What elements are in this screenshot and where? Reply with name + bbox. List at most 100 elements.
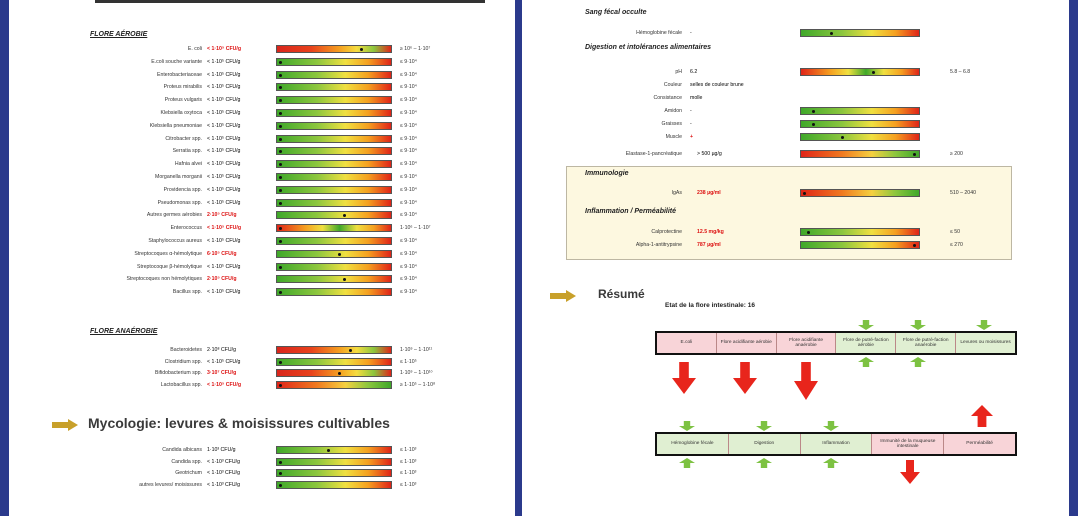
row-label: Amidon xyxy=(664,108,682,114)
flow-cell: Flore acidifiante anaérobie xyxy=(776,333,837,353)
range-marker xyxy=(279,73,282,77)
reference-range: ≤ 9·10⁴ xyxy=(400,276,417,283)
reference-range: 510 – 2040 xyxy=(950,190,976,196)
range-marker xyxy=(279,201,282,205)
reference-range: ≥ 1·10⁵ – 1·10⁸ xyxy=(400,381,436,388)
red-arrow-icon xyxy=(971,405,993,427)
range-marker xyxy=(279,291,282,295)
row-value: < 1·10⁵ CFU/g xyxy=(207,225,242,232)
range-marker xyxy=(812,123,815,126)
reference-range: ≤ 9·10⁴ xyxy=(400,84,417,91)
reference-range: ≤ 1·10⁵ xyxy=(400,358,417,365)
list-item: Bacteroidetes xyxy=(90,345,202,355)
row-value: - xyxy=(690,108,692,114)
range-marker xyxy=(338,252,341,256)
reference-range: ≤ 9·10⁴ xyxy=(400,148,417,155)
green-arrow-icon xyxy=(858,357,874,367)
reference-range: 1·10⁶ – 1·10⁷ xyxy=(400,225,431,232)
list-item: Geotrichum xyxy=(90,468,202,478)
green-arrow-icon xyxy=(823,421,839,431)
row-value: < 1·10⁵ CFU/g xyxy=(207,238,241,244)
range-bar xyxy=(276,173,392,181)
row-value: 2·10⁸ CFU/g xyxy=(207,347,236,353)
row-label: Lactobacillus spp. xyxy=(160,381,202,388)
row-label: Klebsiella oxytoca xyxy=(160,110,202,116)
green-arrow-icon xyxy=(679,458,695,468)
row-label: Streptocoque β-hémolytique xyxy=(137,263,202,270)
row-label: autres levures/ moisissures xyxy=(139,481,202,488)
flow-cell: Flore de putré-faction aérobie xyxy=(836,333,897,353)
range-marker xyxy=(279,137,282,141)
range-bar xyxy=(276,249,392,258)
range-marker xyxy=(841,136,844,139)
list-item: Muscle xyxy=(560,132,682,142)
row-value: < 1·10⁵ CFU/g xyxy=(207,46,242,52)
range-bar xyxy=(276,147,392,156)
range-bar xyxy=(800,189,920,197)
range-bar xyxy=(276,480,392,489)
row-value: < 1·10³ CFU/g xyxy=(207,481,241,488)
row-label: Elastase-1-pancréatique xyxy=(625,151,682,157)
range-marker xyxy=(279,483,282,487)
row-value: - xyxy=(690,30,692,36)
list-item: pH xyxy=(560,67,682,77)
row-label: Candida albicans xyxy=(162,447,202,453)
reference-range: ≤ 9·10⁴ xyxy=(400,110,417,116)
row-value: 787 µg/ml xyxy=(697,242,721,248)
reference-range: ≤ 9·10⁴ xyxy=(400,161,417,168)
row-label: Proteus vulgaris xyxy=(164,97,202,104)
row-value: > 500 µg/g xyxy=(697,151,722,157)
range-bar xyxy=(276,237,392,245)
range-bar xyxy=(276,83,392,92)
row-label: IgAs xyxy=(671,190,682,196)
row-value: < 1·10⁵ CFU/g xyxy=(207,148,241,155)
range-bar xyxy=(276,275,392,284)
range-bar xyxy=(276,185,392,194)
range-bar xyxy=(276,109,392,117)
reference-range: 1·10⁹ – 1·10¹⁰ xyxy=(400,370,433,376)
list-item: Enterococcus xyxy=(90,223,202,233)
range-marker xyxy=(279,265,282,269)
row-label: Streptocoques non hémolytiques xyxy=(126,276,202,283)
green-arrow-icon xyxy=(910,320,926,330)
blood-title: Sang fécal occulte xyxy=(585,9,647,16)
row-value: < 1·10⁵ CFU/g xyxy=(207,186,241,193)
range-bar xyxy=(800,133,920,141)
reference-range: ≤ 50 xyxy=(950,229,961,235)
list-item: Bacillus spp. xyxy=(90,287,202,297)
row-value: < 1·10⁵ CFU/g xyxy=(207,122,241,129)
list-item: IgAs xyxy=(560,188,682,198)
list-item: Klebsiella pneumoniae xyxy=(90,121,202,131)
reference-range: ≤ 9·10⁴ xyxy=(400,135,417,142)
range-bar xyxy=(276,357,392,366)
row-value: < 1·10⁵ CFU/g xyxy=(207,263,241,270)
list-item: Calprotectine xyxy=(560,227,682,237)
row-value: < 1·10⁵ CFU/g xyxy=(207,135,241,142)
list-item: E.coli souche variante xyxy=(90,57,202,67)
red-arrow-icon xyxy=(900,460,920,484)
range-bar xyxy=(800,228,920,236)
range-bar xyxy=(276,160,392,169)
list-item: autres levures/ moisissures xyxy=(90,480,202,490)
range-marker xyxy=(872,71,875,74)
range-bar xyxy=(276,380,392,389)
range-marker xyxy=(279,460,282,464)
list-item: Staphylococcus aureus xyxy=(90,236,202,246)
list-item: Pseudomonas spp. xyxy=(90,198,202,208)
top-flow-box: E.coli Flore acidifiante aérobie Flore aci… xyxy=(655,331,1017,355)
row-value: + xyxy=(690,134,694,140)
reference-range: ≤ 9·10⁴ xyxy=(400,97,417,104)
range-marker xyxy=(360,48,363,51)
header-rule xyxy=(95,0,485,3)
list-item: Candida spp. xyxy=(90,457,202,467)
reference-range: ≤ 9·10⁴ xyxy=(400,186,417,193)
list-item: Couleur xyxy=(560,80,682,90)
row-label: Bifidobacterium spp. xyxy=(155,370,202,376)
row-label: Couleur xyxy=(663,82,682,88)
reference-range: ≤ 9·10⁴ xyxy=(400,250,417,257)
anaerobic-title: FLORE ANAÉROBIE xyxy=(90,328,158,335)
row-label: Clostridium spp. xyxy=(164,358,202,365)
list-item: Hafnia alvei xyxy=(90,159,202,169)
row-label: Bacteroidetes xyxy=(170,347,202,353)
row-value: < 1·10⁵ CFU/g xyxy=(207,71,241,78)
